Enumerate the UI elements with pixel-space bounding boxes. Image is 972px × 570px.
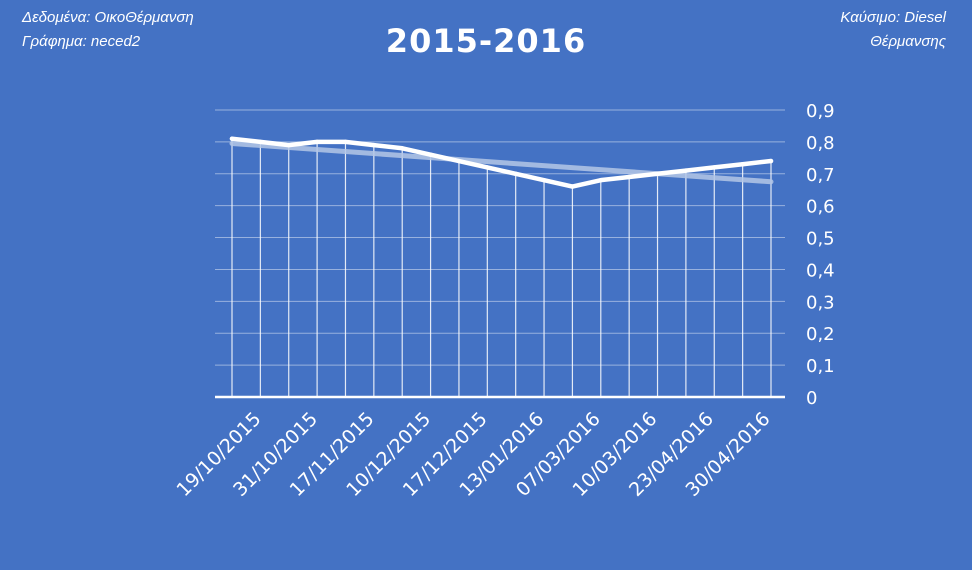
- x-tick-labels: 19/10/201531/10/201517/11/201510/12/2015…: [173, 408, 775, 501]
- data-point: [740, 162, 745, 167]
- y-tick-label: 0,5: [806, 229, 835, 250]
- y-tick-label: 0,7: [806, 165, 835, 186]
- trendline-layer: [229, 140, 774, 185]
- data-point: [598, 177, 603, 183]
- series-line: [229, 136, 774, 189]
- data-point: [541, 177, 547, 183]
- chart-author-label: Γράφημα: neced2: [22, 33, 141, 50]
- data-point: [314, 139, 320, 145]
- data-source-label: Δεδομένα: ΟικοΘέρμανση: [22, 9, 194, 26]
- data-point: [626, 174, 632, 180]
- header-left: Δεδομένα: ΟικοΘέρμανση Γράφημα: neced2: [22, 6, 194, 54]
- y-tick-label: 0,4: [806, 260, 835, 281]
- data-point: [655, 171, 660, 176]
- data-point: [371, 142, 377, 148]
- vertical-gridlines: [231, 138, 772, 397]
- trendline: [229, 140, 774, 185]
- y-tick-label: 0,2: [806, 324, 835, 345]
- data-point: [712, 165, 717, 170]
- fuel-type-label-continued: Θέρμανσης: [870, 33, 946, 50]
- data-point: [768, 158, 774, 164]
- header-right: Καύσιμο: Diesel Θέρμανσης: [840, 6, 946, 54]
- data-point: [683, 168, 689, 173]
- data-point: [570, 184, 575, 189]
- data-point: [428, 152, 433, 157]
- fuel-type-label: Καύσιμο: Diesel: [840, 9, 946, 26]
- chart-title: 2015-2016: [385, 22, 587, 60]
- data-point: [485, 165, 490, 170]
- y-tick-label: 0: [806, 388, 817, 409]
- data-point: [456, 158, 462, 164]
- data-point: [286, 142, 291, 148]
- data-point: [400, 146, 405, 151]
- data-point: [513, 171, 518, 176]
- y-tick-label: 0,9: [806, 101, 835, 122]
- y-tick-label: 0,3: [806, 292, 835, 313]
- y-tick-labels: 0 0,1 0,2 0,3 0,4 0,5 0,6 0,7 0,8 0,9: [806, 101, 835, 409]
- y-tick-label: 0,1: [806, 356, 835, 377]
- data-point: [229, 136, 235, 141]
- data-point: [258, 139, 263, 145]
- data-point: [343, 139, 348, 145]
- series-layer: [229, 136, 774, 189]
- y-tick-label: 0,8: [806, 133, 835, 154]
- y-tick-label: 0,6: [806, 197, 835, 218]
